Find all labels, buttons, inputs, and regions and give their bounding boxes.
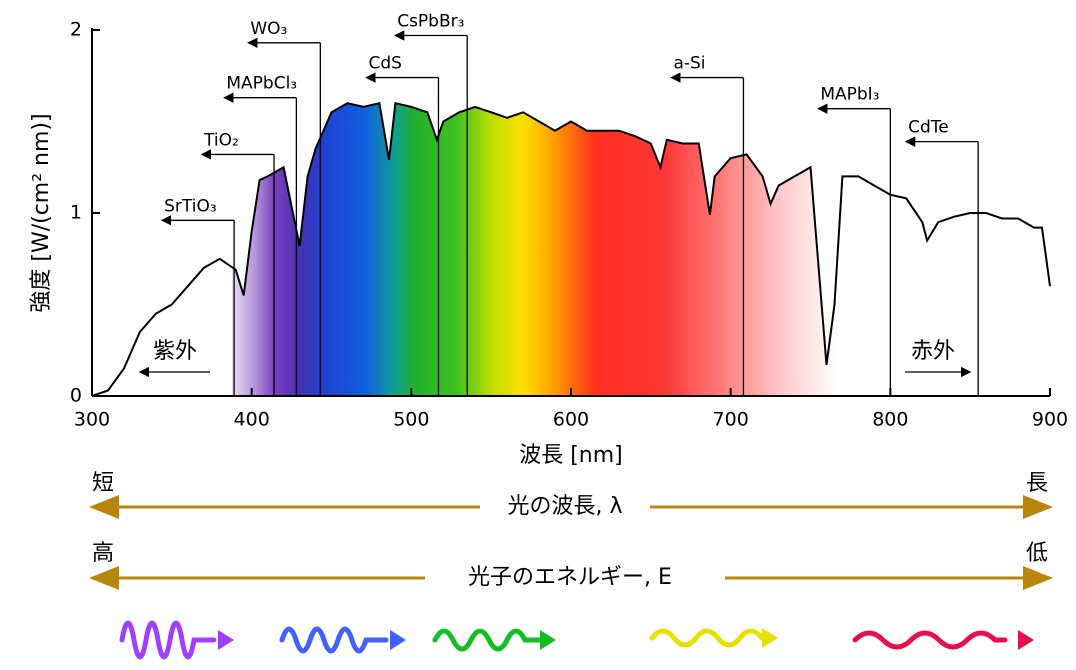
edge-label: CdTe [908, 118, 949, 138]
scale-low: 短 [92, 471, 114, 496]
arrowhead [218, 630, 234, 650]
spectrum-line [91, 101, 1051, 397]
scale-label: 光の波長, λ [507, 494, 622, 519]
scale-high: 低 [1026, 541, 1048, 566]
edge-label: SrTiO₃ [164, 196, 217, 216]
x-tick-label: 400 [234, 409, 270, 431]
edge-label: TiO₂ [203, 130, 239, 150]
photon-waves [119, 620, 1008, 660]
x-tick-label: 800 [872, 409, 908, 431]
edge-label: CsPbBr₃ [397, 11, 464, 31]
edge-label: a-Si [673, 54, 705, 74]
x-tick-label: 900 [1032, 409, 1068, 431]
scale-low: 高 [92, 541, 114, 566]
x-axis-label: 波長 [nm] [519, 443, 623, 468]
arrowhead [540, 630, 556, 650]
scale-label: 光子のエネルギー, E [468, 565, 672, 590]
plot-area: 紫外 赤外 SrTiO₃ TiO₂ MAPbCl₃ WO₃ CdS CsPbBr₃ a-Si MA… [29, 11, 1068, 468]
y-tick-label: 1 [70, 202, 82, 224]
scale-high: 長 [1026, 471, 1048, 496]
edge-label: MAPbCl₃ [226, 74, 297, 94]
x-tick-label: 700 [713, 409, 749, 431]
wave [119, 620, 217, 660]
x-tick-label: 500 [393, 409, 429, 431]
wave [279, 626, 389, 654]
label-bg [425, 563, 725, 593]
x-tick-label: 300 [74, 409, 110, 431]
edge-label: MAPbI₃ [820, 85, 879, 105]
y-tick-label: 0 [70, 385, 82, 407]
arrowhead [762, 628, 778, 648]
region-label: 紫外 [153, 339, 197, 364]
wave [852, 630, 1008, 650]
wave-heads [218, 628, 1034, 650]
x-tick-label: 600 [553, 409, 589, 431]
wave [649, 628, 765, 648]
y-tick-label: 2 [70, 19, 82, 41]
spectrum-fill [232, 103, 838, 396]
y-axis-label: 強度 [W/(cm² nm)] [29, 113, 54, 312]
wave [432, 628, 548, 652]
edge-label: WO₃ [250, 19, 287, 39]
arrowhead [1018, 630, 1034, 650]
edge-label: CdS [368, 54, 401, 74]
label-bg [480, 492, 650, 522]
arrowhead [390, 630, 406, 650]
region-label: 赤外 [911, 339, 955, 364]
